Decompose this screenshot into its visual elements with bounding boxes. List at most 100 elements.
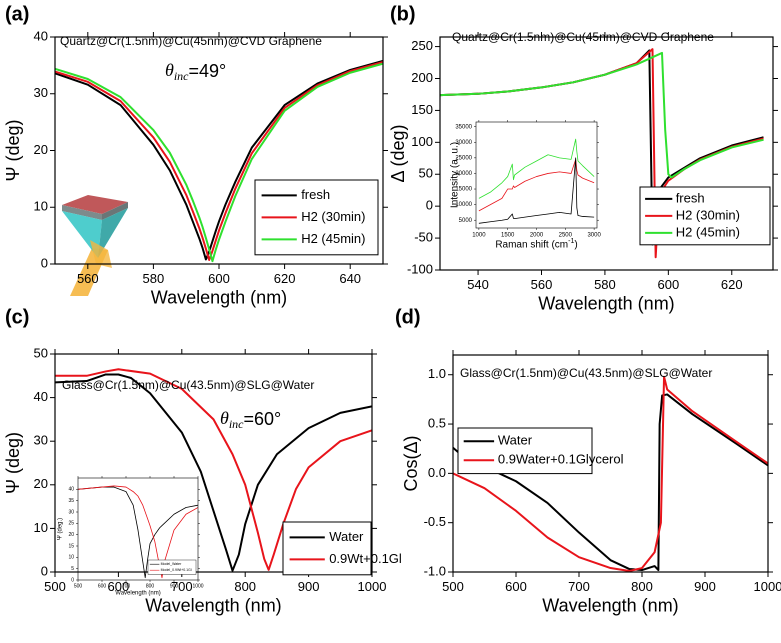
x-axis-label-sup: -1 (568, 238, 574, 245)
y-tick-label: 25000 (455, 155, 472, 161)
angle-subscript: inc (229, 417, 244, 431)
annotation: Glass@Cr(1.5nm)@Cu(43.5nm)@SLG@Water (62, 378, 314, 392)
y-axis-label: Ψ (deg) (3, 119, 23, 181)
plot-frame (452, 354, 769, 573)
legend-label: Water (329, 529, 364, 544)
x-tick-label: 700 (122, 583, 131, 589)
x-tick-label: 500 (442, 579, 464, 594)
inset-background (452, 116, 602, 252)
inset-background (60, 466, 204, 600)
y-tick-label: 40 (34, 28, 48, 43)
x-tick-label: 580 (594, 277, 616, 292)
x-tick-label: 560 (531, 277, 553, 292)
y-tick-label: 50 (419, 166, 433, 181)
data-line (78, 485, 198, 579)
y-tick-label: 10 (34, 520, 48, 535)
x-tick-label: 620 (274, 271, 296, 286)
x-tick-label: 540 (467, 277, 489, 292)
y-tick-label: 30000 (455, 140, 472, 146)
annotation: Glass@Cr(1.5nm)@Cu(43.5nm)@SLG@Water (460, 366, 712, 380)
y-tick-label: 0.5 (428, 415, 446, 430)
y-tick-label: 20000 (455, 171, 472, 177)
x-tick-label: 640 (339, 271, 361, 286)
legend-label: H2 (45min) (676, 224, 740, 239)
data-line (78, 486, 198, 579)
x-tick-label: 800 (234, 579, 256, 594)
y-tick-label: 20 (34, 476, 48, 491)
legend-label: Model_Water (161, 562, 183, 566)
legend-label: fresh (301, 187, 330, 202)
panel: 1000 1500 2000 2500 3000 5000 10000 15000 20000 2… (449, 120, 601, 250)
y-axis-label: Intensity (a. u.) (449, 142, 460, 208)
annotation: Quartz@Cr(1.5nm)@Cu(45nm)@CVD Graphene (60, 34, 322, 48)
x-axis-label: Wavelength (nm) (145, 596, 281, 616)
x-tick-label: 580 (143, 271, 165, 286)
legend-label: H2 (30min) (676, 207, 740, 222)
y-tick-label: 25 (68, 521, 74, 527)
data-line (453, 393, 768, 572)
panel: 500 600 700 800 900 100001020304050Wavelength… (3, 306, 402, 615)
y-tick-label: -1.0 (424, 563, 446, 578)
plot-frame (54, 36, 384, 265)
angle-value: =60° (244, 409, 282, 429)
plot-frame (77, 477, 199, 581)
x-tick-label: 1000 (472, 232, 486, 238)
y-tick-label: 50 (34, 345, 48, 360)
x-tick-label: 900 (694, 579, 716, 594)
x-axis-label: Wavelength (nm) (538, 294, 674, 314)
data-line (55, 373, 372, 572)
x-tick-label: 600 (208, 271, 230, 286)
x-tick-label: 620 (721, 277, 743, 292)
y-tick-label: 5 (71, 566, 74, 572)
legend-box (147, 559, 197, 575)
angle-symbol: θ (220, 408, 229, 428)
x-axis-label: Wavelength (nm) (151, 288, 287, 308)
data-line (453, 375, 768, 572)
panel: 540 560 580 600 620 -100 -50 0 50 100 150 200 250 Wav… (388, 3, 778, 314)
angle-annotation: θinc=49° (165, 60, 226, 83)
legend-label: 0.9Wt+0.1Gl (329, 551, 402, 566)
data-line (440, 51, 764, 179)
y-tick-label: 20 (68, 532, 74, 538)
angle-symbol: θ (165, 60, 174, 80)
x-tick-label: 1000 (192, 583, 203, 589)
y-tick-label: -100 (407, 261, 433, 276)
y-tick-label: 150 (411, 102, 433, 117)
y-tick-label: 100 (411, 134, 433, 149)
legend-label: Water (498, 433, 533, 448)
y-axis-label: Ψ (deg.) (58, 518, 64, 540)
y-tick-label: 5000 (459, 218, 473, 224)
legend-label: H2 (30min) (301, 209, 365, 224)
legend-label: Model_0.9Wt+0.1Gl (161, 568, 192, 572)
x-axis-label: Raman shift (cm-1) (495, 238, 577, 250)
legend-label: 0.9Water+0.1Glycerol (498, 452, 624, 467)
y-tick-label: 10000 (455, 202, 472, 208)
x-tick-label: 500 (44, 579, 66, 594)
data-line (55, 61, 383, 262)
y-tick-label: 30 (68, 509, 74, 515)
y-tick-label: -50 (414, 230, 433, 245)
panel-label: (a) (5, 3, 29, 25)
x-tick-label: 600 (657, 277, 679, 292)
y-tick-label: 0 (41, 255, 48, 270)
y-tick-label: 30 (34, 433, 48, 448)
angle-annotation: θinc=60° (220, 408, 281, 431)
y-tick-label: 40 (34, 389, 48, 404)
y-tick-label: 15 (68, 543, 74, 549)
plot-frame (475, 121, 598, 229)
x-tick-label: 1500 (501, 232, 515, 238)
panel-label: (b) (390, 3, 416, 25)
y-tick-label: 35 (68, 498, 74, 504)
x-tick-label: 800 (146, 583, 155, 589)
x-tick-label: 900 (170, 583, 179, 589)
panel: 500 600 700 800 900 10000510152025303540Wavel… (58, 476, 204, 597)
plot-frame (439, 36, 774, 271)
data-line (478, 159, 595, 212)
y-tick-label: 0 (426, 198, 433, 213)
y-tick-label: 0.0 (428, 465, 446, 480)
x-tick-label: 3000 (587, 232, 601, 238)
x-axis-label: Wavelength (nm) (542, 596, 678, 616)
y-tick-label: 30 (34, 85, 48, 100)
